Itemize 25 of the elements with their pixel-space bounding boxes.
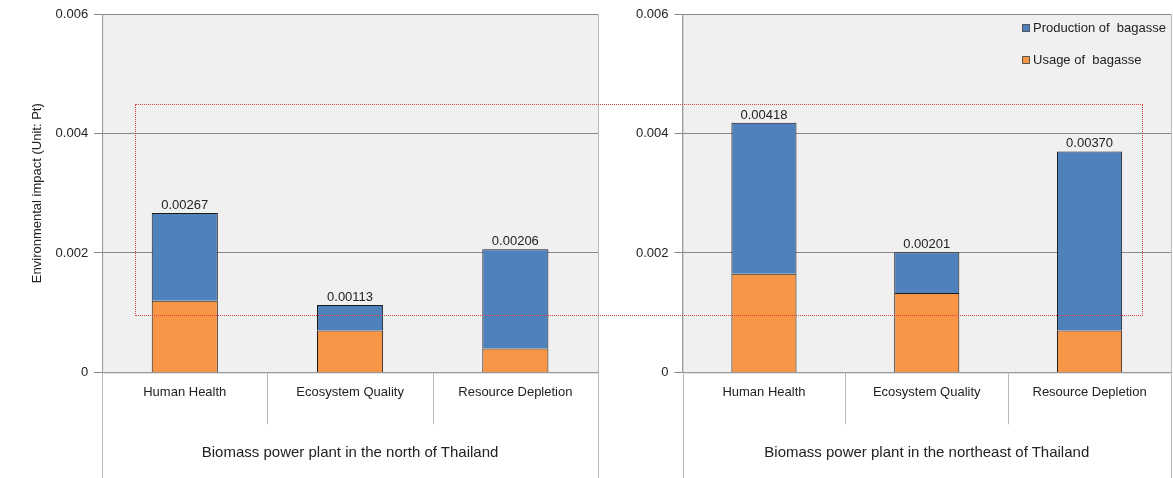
y-tick-label: 0.002	[55, 244, 89, 260]
y-axis-title: Environmental impact (Unit: Pt)	[29, 103, 45, 284]
y-tick-label: 0.004	[55, 125, 89, 141]
y-tick-label: 0.002	[635, 244, 669, 260]
total-label: 0.00418	[740, 106, 788, 122]
total-label: 0.00206	[491, 233, 539, 249]
legend-label: Production of bagasse	[1033, 19, 1167, 35]
x-tick-label: Human Health	[722, 383, 806, 399]
total-label: 0.00370	[1066, 135, 1114, 151]
x-tick-label: Human Health	[143, 383, 227, 399]
legend-label: Usage of bagasse	[1033, 51, 1142, 67]
x-tick-label: Resource Depletion	[458, 383, 573, 399]
total-label: 0.00201	[903, 236, 951, 252]
x-tick-label: Ecosystem Quality	[872, 383, 982, 399]
y-tick-label: 0.006	[635, 5, 669, 21]
total-label: 0.00113	[327, 288, 374, 304]
x-axis-title: Biomass power plant in the north of Thailand	[201, 443, 499, 461]
x-tick-label: Resource Depletion	[1032, 383, 1147, 399]
x-axis-title: Biomass power plant in the northeast of Thailand	[764, 443, 1090, 461]
x-tick-label: Ecosystem Quality	[296, 383, 405, 399]
y-tick-label: 0.006	[55, 5, 89, 21]
total-label: 0.00267	[161, 196, 209, 212]
y-tick-label: 0.004	[635, 125, 669, 141]
y-tick-label: 0	[80, 363, 89, 379]
y-tick-label: 0	[661, 363, 669, 379]
